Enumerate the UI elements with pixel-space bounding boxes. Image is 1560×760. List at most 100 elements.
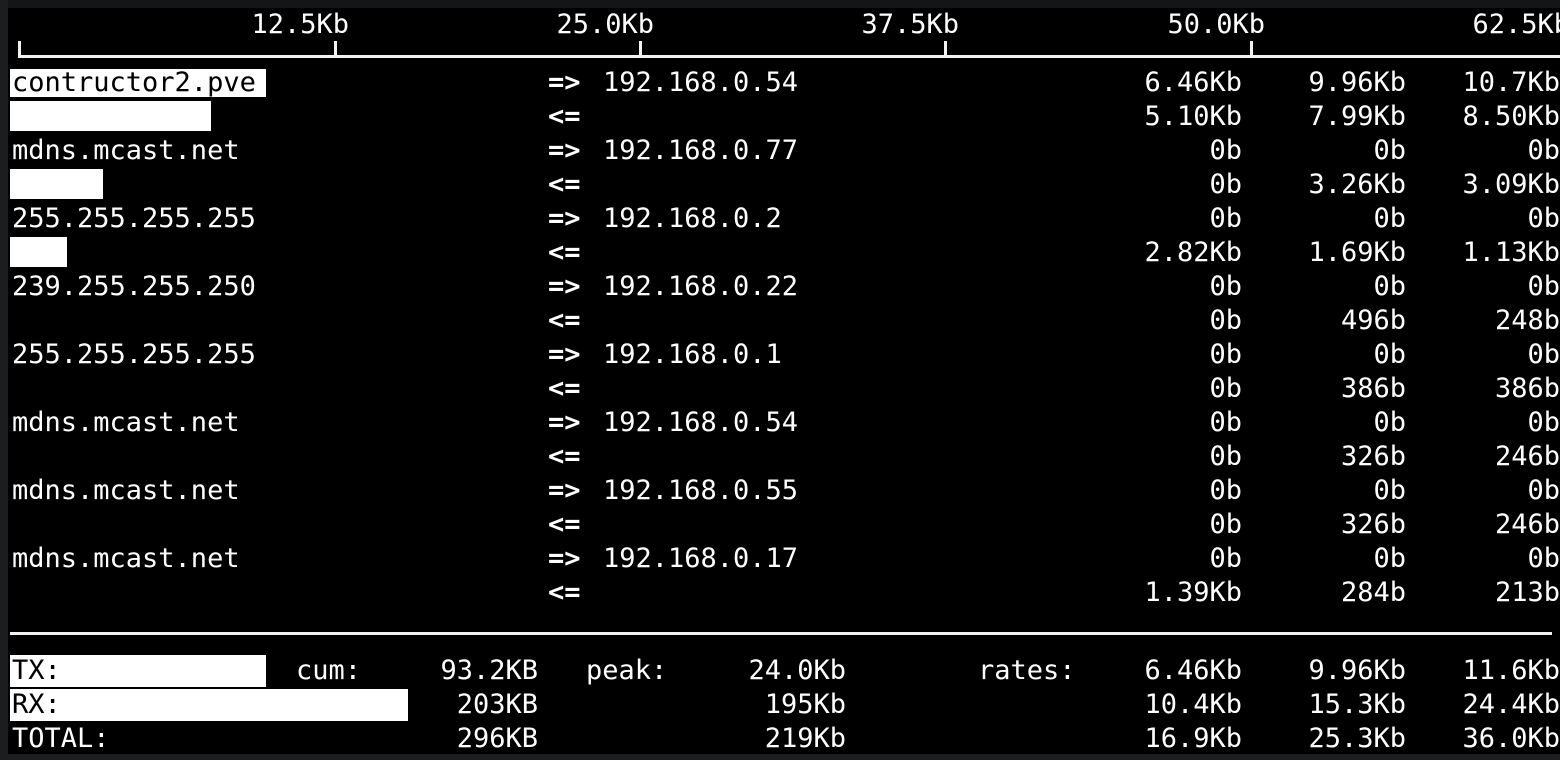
incoming-arrow-icon: <= [548,373,581,404]
summary-rate-value: 36.0Kb [1462,723,1560,754]
host-name: 255.255.255.255 [12,203,256,234]
peer-name: 192.168.0.55 [603,475,799,506]
peer-name: 192.168.0.17 [603,543,799,574]
host-pair[interactable]: 239.255.255.250 => 192.168.0.22 0b 0b 0b <= 0b 4… [8,270,1560,338]
peer-name: 192.168.0.22 [603,271,799,302]
host-line-outgoing[interactable]: mdns.mcast.net => 192.168.0.17 0b 0b 0b [8,542,1560,576]
rx-rate-value: 326b [1340,509,1406,540]
host-line-incoming[interactable]: <= 1.39Kb 284b 213b [8,576,1560,610]
tx-rate-value: 9.96Kb [1308,67,1406,98]
tx-rate-value: 0b [1373,271,1406,302]
bandwidth-scale-header: 12.5Kb 25.0Kb 37.5Kb 50.0Kb 62.5Kb [8,8,1560,60]
scale-label: 25.0Kb [556,9,654,40]
host-line-outgoing[interactable]: mdns.mcast.net => 192.168.0.54 0b 0b 0b [8,406,1560,440]
host-line-outgoing[interactable]: 239.255.255.250 => 192.168.0.22 0b 0b 0b [8,270,1560,304]
host-pair[interactable]: 255.255.255.255 => 192.168.0.1 0b 0b 0b <= 0b 38… [8,338,1560,406]
summary-rate-value: 25.3Kb [1308,723,1406,754]
window-frame-bottom [0,754,1560,760]
rx-rate-value: 386b [1494,373,1560,404]
outgoing-arrow-icon: => [548,271,581,302]
tx-rate-value: 0b [1209,135,1242,166]
tx-rate-value: 0b [1373,135,1406,166]
rx-rate-value: 0b [1209,509,1242,540]
host-line-incoming[interactable]: <= 0b 496b 248b [8,304,1560,338]
peer-name: 192.168.0.54 [603,67,799,98]
summary-row: TX: cum: peak: rates: 93.2KB 24.0Kb 6.46Kb 9.96… [8,654,1560,688]
rx-rate-value: 1.13Kb [1462,237,1560,268]
host-line-outgoing[interactable]: 255.255.255.255 => 192.168.0.1 0b 0b 0b [8,338,1560,372]
outgoing-arrow-icon: => [548,407,581,438]
scale-tick [944,41,947,58]
peak-value: 195Kb [764,689,846,720]
rx-rate-value: 284b [1340,577,1406,608]
outgoing-arrow-icon: => [548,67,581,98]
scale-tick [1250,41,1253,58]
host-line-incoming[interactable]: <= 0b 386b 386b [8,372,1560,406]
host-line-outgoing[interactable]: mdns.mcast.net => 192.168.0.77 0b 0b 0b [8,134,1560,168]
host-pair[interactable]: mdns.mcast.net => 192.168.0.77 0b 0b 0b <= 0b 3.… [8,134,1560,202]
scale-axis-line [18,55,1560,58]
summary-row-label: RX: [12,689,61,720]
host-name: mdns.mcast.net [12,135,240,166]
host-pair[interactable]: contructor2.pve => 192.168.0.54 6.46Kb 9.96K… [8,66,1560,134]
incoming-arrow-icon: <= [548,101,581,132]
summary-rate-value: 6.46Kb [1144,655,1242,686]
peak-key-label: peak: [586,655,668,686]
cum-key-label: cum: [296,655,362,686]
tx-rate-value: 0b [1373,543,1406,574]
host-name: 255.255.255.255 [12,339,256,370]
peer-name: 192.168.0.54 [603,407,799,438]
rx-rate-value: 246b [1494,441,1560,472]
host-line-outgoing[interactable]: 255.255.255.255 => 192.168.0.2 0b 0b 0b [8,202,1560,236]
tx-rate-value: 0b [1527,339,1560,370]
summary-divider-line [10,632,1552,635]
tx-rate-value: 0b [1527,135,1560,166]
summary-panel: TX: cum: peak: rates: 93.2KB 24.0Kb 6.46Kb 9.96… [8,654,1560,754]
scale-label: 62.5Kb [1472,9,1560,40]
scale-label: 37.5Kb [861,9,959,40]
rx-rate-value: 8.50Kb [1462,101,1560,132]
host-line-incoming[interactable]: <= 0b 326b 246b [8,508,1560,542]
summary-bandwidth-bar [10,655,266,687]
rx-rate-value: 3.09Kb [1462,169,1560,200]
tx-rate-value: 0b [1373,475,1406,506]
host-line-incoming[interactable]: <= 2.82Kb 1.69Kb 1.13Kb [8,236,1560,270]
cum-value: 296KB [456,723,538,754]
tx-rate-value: 0b [1527,271,1560,302]
summary-rate-value: 15.3Kb [1308,689,1406,720]
host-line-incoming[interactable]: <= 0b 3.26Kb 3.09Kb [8,168,1560,202]
incoming-arrow-icon: <= [548,441,581,472]
summary-rate-value: 11.6Kb [1462,655,1560,686]
rx-rate-value: 7.99Kb [1308,101,1406,132]
host-pair[interactable]: mdns.mcast.net => 192.168.0.17 0b 0b 0b <= 1.39… [8,542,1560,610]
host-name: mdns.mcast.net [12,407,240,438]
rx-rate-value: 213b [1494,577,1560,608]
outgoing-arrow-icon: => [548,475,581,506]
host-line-outgoing[interactable]: contructor2.pve => 192.168.0.54 6.46Kb 9.96K… [8,66,1560,100]
summary-rate-value: 24.4Kb [1462,689,1560,720]
host-pair[interactable]: mdns.mcast.net => 192.168.0.55 0b 0b 0b <= 0b 32… [8,474,1560,542]
rx-rate-value: 246b [1494,509,1560,540]
scale-tick [334,41,337,58]
peak-value: 24.0Kb [748,655,846,686]
host-pair-list[interactable]: contructor2.pve => 192.168.0.54 6.46Kb 9.96K… [8,66,1560,628]
summary-rate-value: 9.96Kb [1308,655,1406,686]
tx-rate-value: 0b [1527,475,1560,506]
summary-row: TOTAL: 296KB 219Kb 16.9Kb 25.3Kb 36.0Kb [8,722,1560,756]
host-pair[interactable]: mdns.mcast.net => 192.168.0.54 0b 0b 0b <= 0b 32… [8,406,1560,474]
peer-name: 192.168.0.1 [603,339,782,370]
host-line-incoming[interactable]: <= 0b 326b 246b [8,440,1560,474]
incoming-arrow-icon: <= [548,577,581,608]
outgoing-arrow-icon: => [548,339,581,370]
tx-rate-value: 0b [1373,203,1406,234]
tx-rate-value: 0b [1209,543,1242,574]
host-line-incoming[interactable]: <= 5.10Kb 7.99Kb 8.50Kb [8,100,1560,134]
host-line-outgoing[interactable]: mdns.mcast.net => 192.168.0.55 0b 0b 0b [8,474,1560,508]
cum-value: 203KB [456,689,538,720]
incoming-arrow-icon: <= [548,509,581,540]
host-pair[interactable]: 255.255.255.255 => 192.168.0.2 0b 0b 0b <= 2.82… [8,202,1560,270]
rx-rate-value: 0b [1209,305,1242,336]
rx-bandwidth-bar [10,169,103,199]
summary-row-label: TX: [12,655,61,686]
